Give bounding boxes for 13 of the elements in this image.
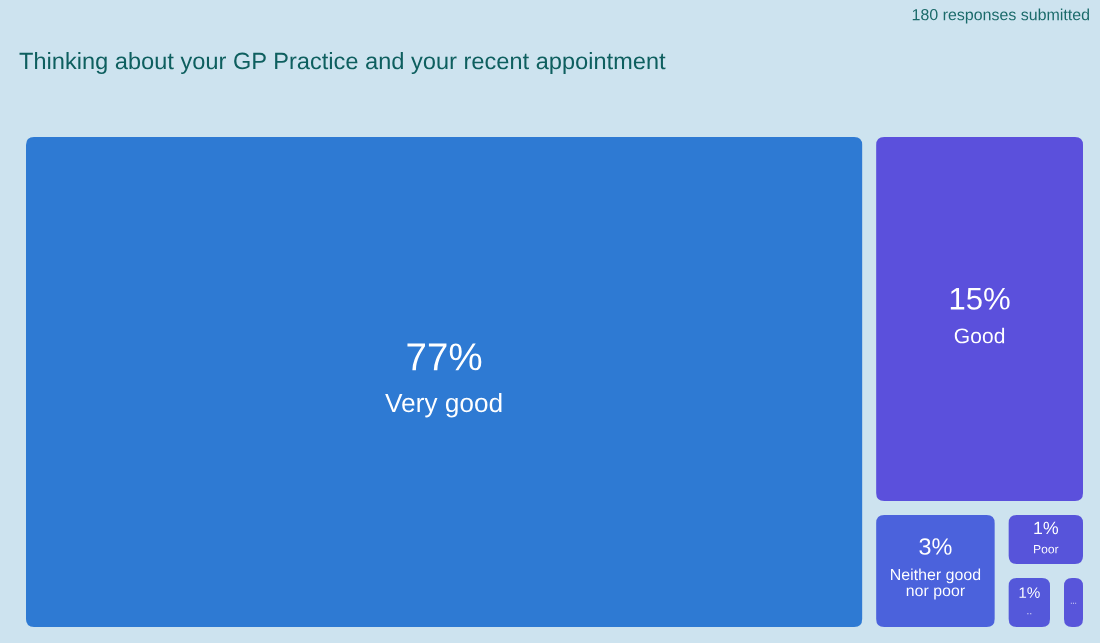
data-label: 3%: [919, 538, 952, 555]
category-label: Very good: [385, 392, 502, 418]
data-label: 15%: [950, 287, 1010, 310]
text: 180 responses submitted: [912, 8, 1089, 24]
data-label: 1%: [1019, 587, 1040, 598]
category-label: Poor: [1034, 544, 1059, 554]
text: Thinking about your GP Practice and your recent appointment: [19, 52, 666, 74]
data-label: 77%: [407, 343, 482, 371]
category-label: ..: [1027, 613, 1032, 615]
category-label: Neither good nor poor: [891, 568, 981, 600]
data-label: 1%: [1034, 521, 1059, 535]
category-label: Good: [954, 327, 1005, 344]
category-label: ...: [1070, 602, 1077, 604]
